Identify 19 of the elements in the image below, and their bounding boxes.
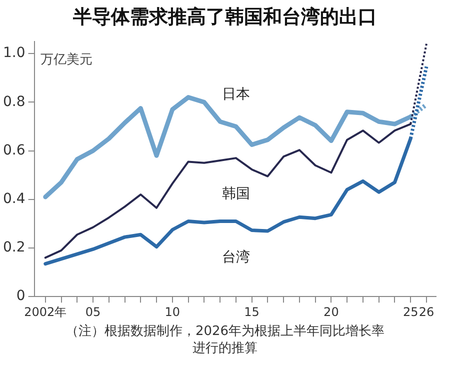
y-tick-label: 0 — [16, 288, 26, 304]
y-tick-label: 0.8 — [3, 94, 26, 110]
series-label: 韩国 — [222, 186, 250, 202]
y-tick-label: 0.6 — [3, 142, 26, 158]
x-tick-label: 26 — [418, 304, 434, 319]
series-label: 日本 — [222, 86, 250, 102]
y-axis-title: 万亿美元 — [40, 52, 92, 68]
x-tick-label: 20 — [324, 304, 339, 319]
series-label: 台湾 — [222, 249, 250, 266]
x-tick-label: 05 — [85, 304, 101, 319]
x-tick-label: 10 — [164, 304, 180, 319]
x-tick-label: 15 — [244, 304, 260, 319]
x-tick-label: 25 — [402, 304, 418, 319]
y-tick-label: 0.2 — [3, 240, 26, 256]
y-tick-label: 1.0 — [3, 45, 26, 62]
text: （注）根据数据制作，2026年为根据上半年同比增长率进行的推算 — [64, 323, 386, 357]
x-tick-label: 2002年 — [24, 304, 67, 319]
y-tick-label: 0.4 — [3, 191, 26, 208]
chart-title: 半导体需求推高了韩国和台湾的出口 — [72, 5, 378, 30]
